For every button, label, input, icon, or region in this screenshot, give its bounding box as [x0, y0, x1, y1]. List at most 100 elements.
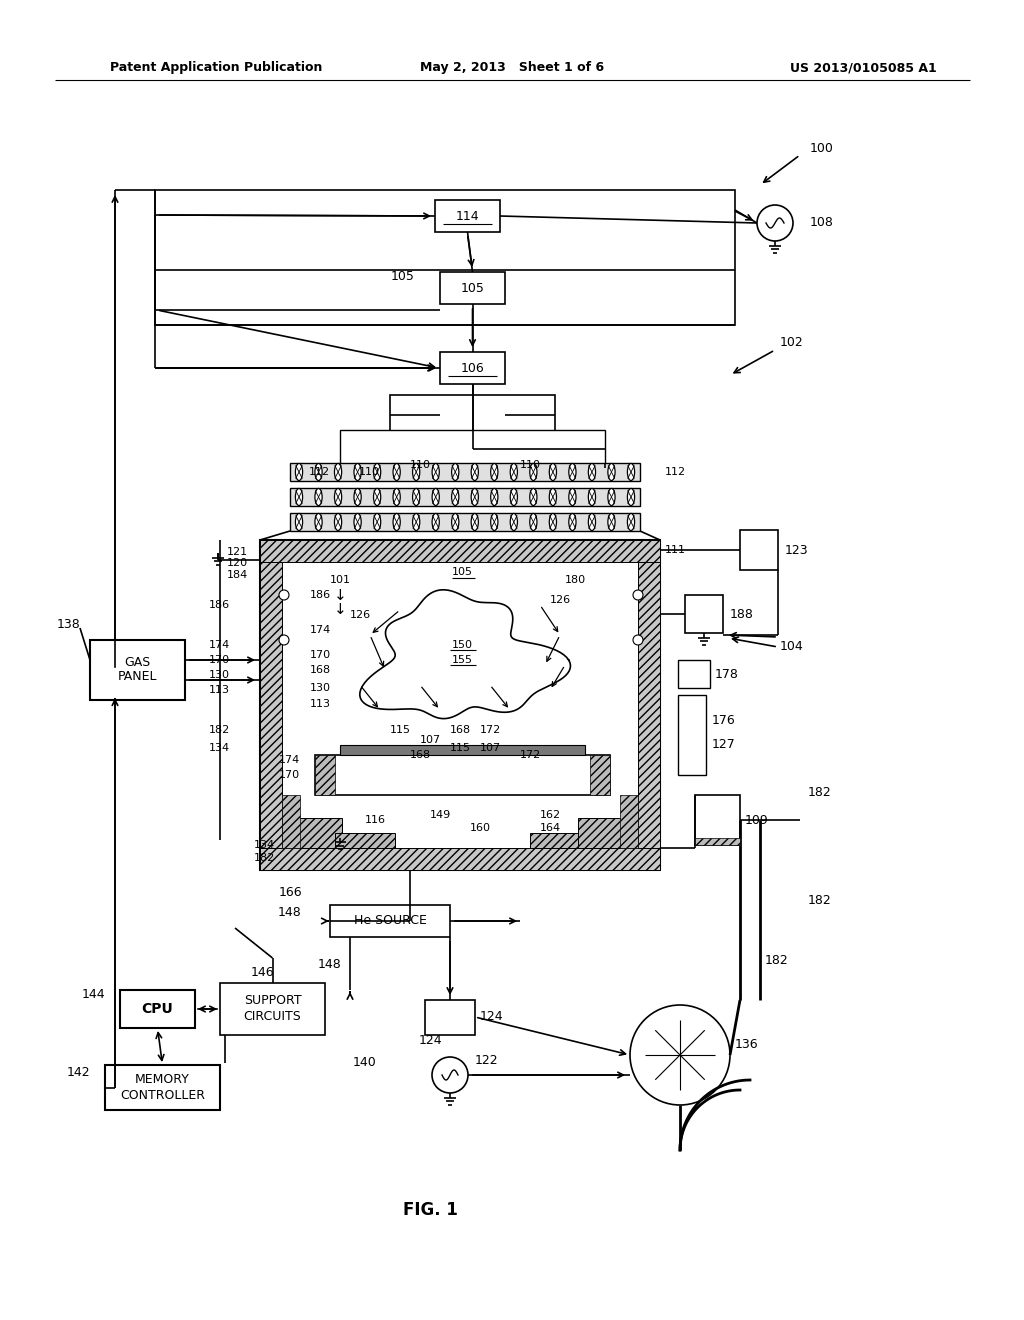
Text: 170: 170 [310, 649, 331, 660]
Bar [90, 640, 185, 700]
Text: GAS: GAS [124, 656, 151, 669]
Text: 106: 106 [461, 362, 484, 375]
Ellipse shape [295, 513, 303, 531]
Bar [425, 1001, 475, 1035]
Text: CPU: CPU [141, 1002, 173, 1016]
Text: 149: 149 [429, 810, 451, 820]
Text: 170: 170 [209, 655, 230, 665]
Bar [105, 1065, 220, 1110]
Ellipse shape [374, 488, 381, 506]
Text: 105: 105 [461, 281, 484, 294]
Text: 115: 115 [389, 725, 411, 735]
Text: 102: 102 [780, 335, 804, 348]
Text: 172: 172 [479, 725, 501, 735]
Ellipse shape [471, 463, 478, 480]
Bar [440, 352, 505, 384]
Ellipse shape [393, 463, 400, 480]
Text: 155: 155 [452, 655, 472, 665]
Text: 160: 160 [469, 822, 490, 833]
Text: 174: 174 [310, 624, 331, 635]
Ellipse shape [335, 463, 342, 480]
Ellipse shape [471, 513, 478, 531]
Bar [335, 833, 395, 847]
Text: 136: 136 [735, 1039, 759, 1052]
Text: 138: 138 [56, 619, 80, 631]
Bar [120, 990, 195, 1028]
Ellipse shape [608, 513, 615, 531]
Text: 124: 124 [480, 1011, 504, 1023]
Text: 112: 112 [309, 467, 330, 477]
Text: 121: 121 [227, 546, 248, 557]
Bar [390, 395, 555, 436]
Ellipse shape [452, 488, 459, 506]
Bar [578, 818, 638, 847]
Text: ↓: ↓ [334, 602, 346, 618]
Bar [695, 795, 740, 845]
Ellipse shape [295, 463, 303, 480]
Ellipse shape [413, 463, 420, 480]
Text: 188: 188 [730, 607, 754, 620]
Text: CONTROLLER: CONTROLLER [120, 1089, 205, 1102]
Ellipse shape [413, 513, 420, 531]
Text: 162: 162 [540, 810, 560, 820]
Text: 113: 113 [209, 685, 230, 696]
Text: 148: 148 [318, 958, 342, 972]
Text: 182: 182 [254, 853, 275, 863]
Text: FIG. 1: FIG. 1 [402, 1201, 458, 1218]
Ellipse shape [589, 463, 596, 480]
Ellipse shape [628, 513, 635, 531]
Ellipse shape [568, 488, 577, 506]
Text: 140: 140 [353, 1056, 377, 1069]
Text: 123: 123 [785, 544, 809, 557]
Text: 172: 172 [519, 750, 541, 760]
Ellipse shape [413, 488, 420, 506]
Bar [340, 430, 605, 469]
Text: 148: 148 [279, 907, 302, 920]
Text: 110: 110 [519, 459, 541, 470]
Text: 182: 182 [808, 894, 831, 907]
Circle shape [633, 590, 643, 601]
Text: 130: 130 [310, 682, 331, 693]
Text: 174: 174 [279, 755, 300, 766]
Text: 107: 107 [479, 743, 501, 752]
Ellipse shape [452, 513, 459, 531]
Bar [638, 562, 660, 847]
Bar [260, 847, 660, 870]
Text: 166: 166 [279, 887, 302, 899]
Bar [290, 513, 640, 531]
Text: 186: 186 [209, 601, 230, 610]
Text: 110: 110 [359, 467, 380, 477]
Ellipse shape [354, 488, 361, 506]
Text: 115: 115 [450, 743, 470, 752]
Ellipse shape [354, 463, 361, 480]
Ellipse shape [315, 513, 323, 531]
Text: 164: 164 [540, 822, 560, 833]
Text: SUPPORT: SUPPORT [244, 994, 301, 1007]
Circle shape [630, 1005, 730, 1105]
Circle shape [279, 635, 289, 645]
Bar [590, 755, 610, 795]
Text: 101: 101 [330, 576, 350, 585]
Bar [340, 744, 585, 755]
Text: MEMORY: MEMORY [135, 1073, 189, 1086]
Ellipse shape [295, 488, 303, 506]
Bar [678, 660, 710, 688]
Text: 114: 114 [456, 210, 479, 223]
Text: 134: 134 [254, 840, 275, 850]
Bar [440, 272, 505, 304]
Ellipse shape [568, 513, 577, 531]
Text: 126: 126 [550, 595, 570, 605]
Circle shape [279, 590, 289, 601]
Text: 184: 184 [226, 570, 248, 579]
Text: 168: 168 [310, 665, 331, 675]
Bar [685, 595, 723, 634]
Bar [435, 201, 500, 232]
Bar [330, 906, 450, 937]
Text: 100: 100 [810, 141, 834, 154]
Ellipse shape [452, 463, 459, 480]
Circle shape [432, 1057, 468, 1093]
Text: 124: 124 [418, 1034, 441, 1047]
Ellipse shape [354, 513, 361, 531]
Ellipse shape [608, 488, 615, 506]
Bar [620, 795, 638, 847]
